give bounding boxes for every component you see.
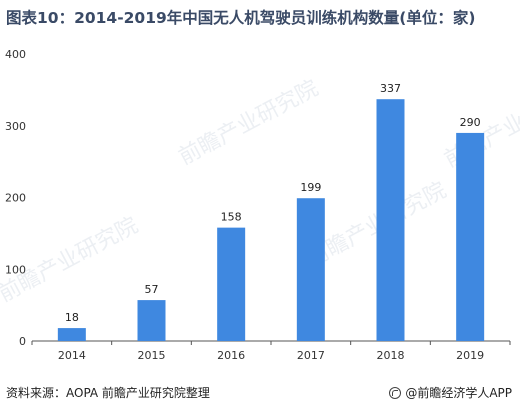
y-tick-label: 300 bbox=[5, 120, 26, 133]
x-tick-label: 2018 bbox=[377, 349, 405, 362]
watermark-text: 前瞻产业研究院 bbox=[175, 76, 323, 170]
watermark-text: 前瞻产业研究院 bbox=[0, 213, 142, 307]
data-label: 290 bbox=[460, 116, 481, 129]
bar-series bbox=[57, 99, 485, 341]
chart-title: 图表10：2014-2019年中国无人机驾驶员训练机构数量(单位：家) bbox=[6, 9, 476, 27]
bar-2017 bbox=[296, 198, 325, 341]
x-tick-label: 2016 bbox=[217, 349, 245, 362]
data-label: 18 bbox=[65, 311, 79, 324]
bar-chart: 前瞻产业研究院 前瞻产业研究院 前瞻产业研究院 前瞻产业研究院 0 100 200 3… bbox=[0, 48, 520, 362]
brand-text: @前瞻经济学人APP bbox=[405, 386, 512, 400]
data-label: 57 bbox=[145, 283, 159, 296]
bar-2018 bbox=[376, 99, 405, 341]
y-tick-label: 100 bbox=[5, 263, 26, 276]
y-axis: 0 100 200 300 400 bbox=[5, 48, 26, 348]
data-label: 158 bbox=[221, 211, 242, 224]
x-tick-label: 2014 bbox=[58, 349, 86, 362]
bar-2014 bbox=[57, 328, 86, 341]
y-tick-label: 400 bbox=[5, 48, 26, 61]
data-labels: 18 57 158 199 337 290 bbox=[65, 82, 481, 324]
watermarks: 前瞻产业研究院 前瞻产业研究院 前瞻产业研究院 前瞻产业研究院 bbox=[0, 76, 520, 307]
data-label: 199 bbox=[300, 181, 321, 194]
x-tick-label: 2019 bbox=[456, 349, 484, 362]
brand-credit: @前瞻经济学人APP bbox=[389, 384, 512, 401]
brand-logo-icon bbox=[389, 386, 402, 399]
y-tick-label: 200 bbox=[5, 192, 26, 205]
y-tick-label: 0 bbox=[19, 335, 26, 348]
x-axis: 2014 2015 2016 2017 2018 2019 bbox=[31, 340, 511, 362]
data-label: 337 bbox=[380, 82, 401, 95]
x-tick-label: 2017 bbox=[297, 349, 325, 362]
footer: 资料来源：AOPA 前瞻产业研究院整理 @前瞻经济学人APP bbox=[0, 382, 520, 404]
bar-2015 bbox=[137, 300, 166, 341]
source-note: 资料来源：AOPA 前瞻产业研究院整理 bbox=[6, 386, 210, 400]
bar-2019 bbox=[456, 132, 485, 341]
x-tick-label: 2015 bbox=[138, 349, 166, 362]
bar-2016 bbox=[217, 227, 246, 341]
